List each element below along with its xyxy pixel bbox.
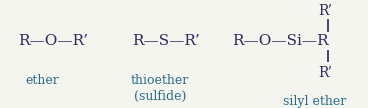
Text: R—O—R’: R—O—R’: [18, 34, 89, 48]
Text: R’: R’: [319, 66, 333, 80]
Text: thioether
(sulfide): thioether (sulfide): [131, 74, 189, 103]
Text: ether: ether: [25, 75, 59, 87]
Text: silyl ether: silyl ether: [283, 95, 346, 108]
Text: R—O—Si—R: R—O—Si—R: [232, 34, 329, 48]
Text: R—S—R’: R—S—R’: [132, 34, 200, 48]
Text: R’: R’: [319, 4, 333, 18]
